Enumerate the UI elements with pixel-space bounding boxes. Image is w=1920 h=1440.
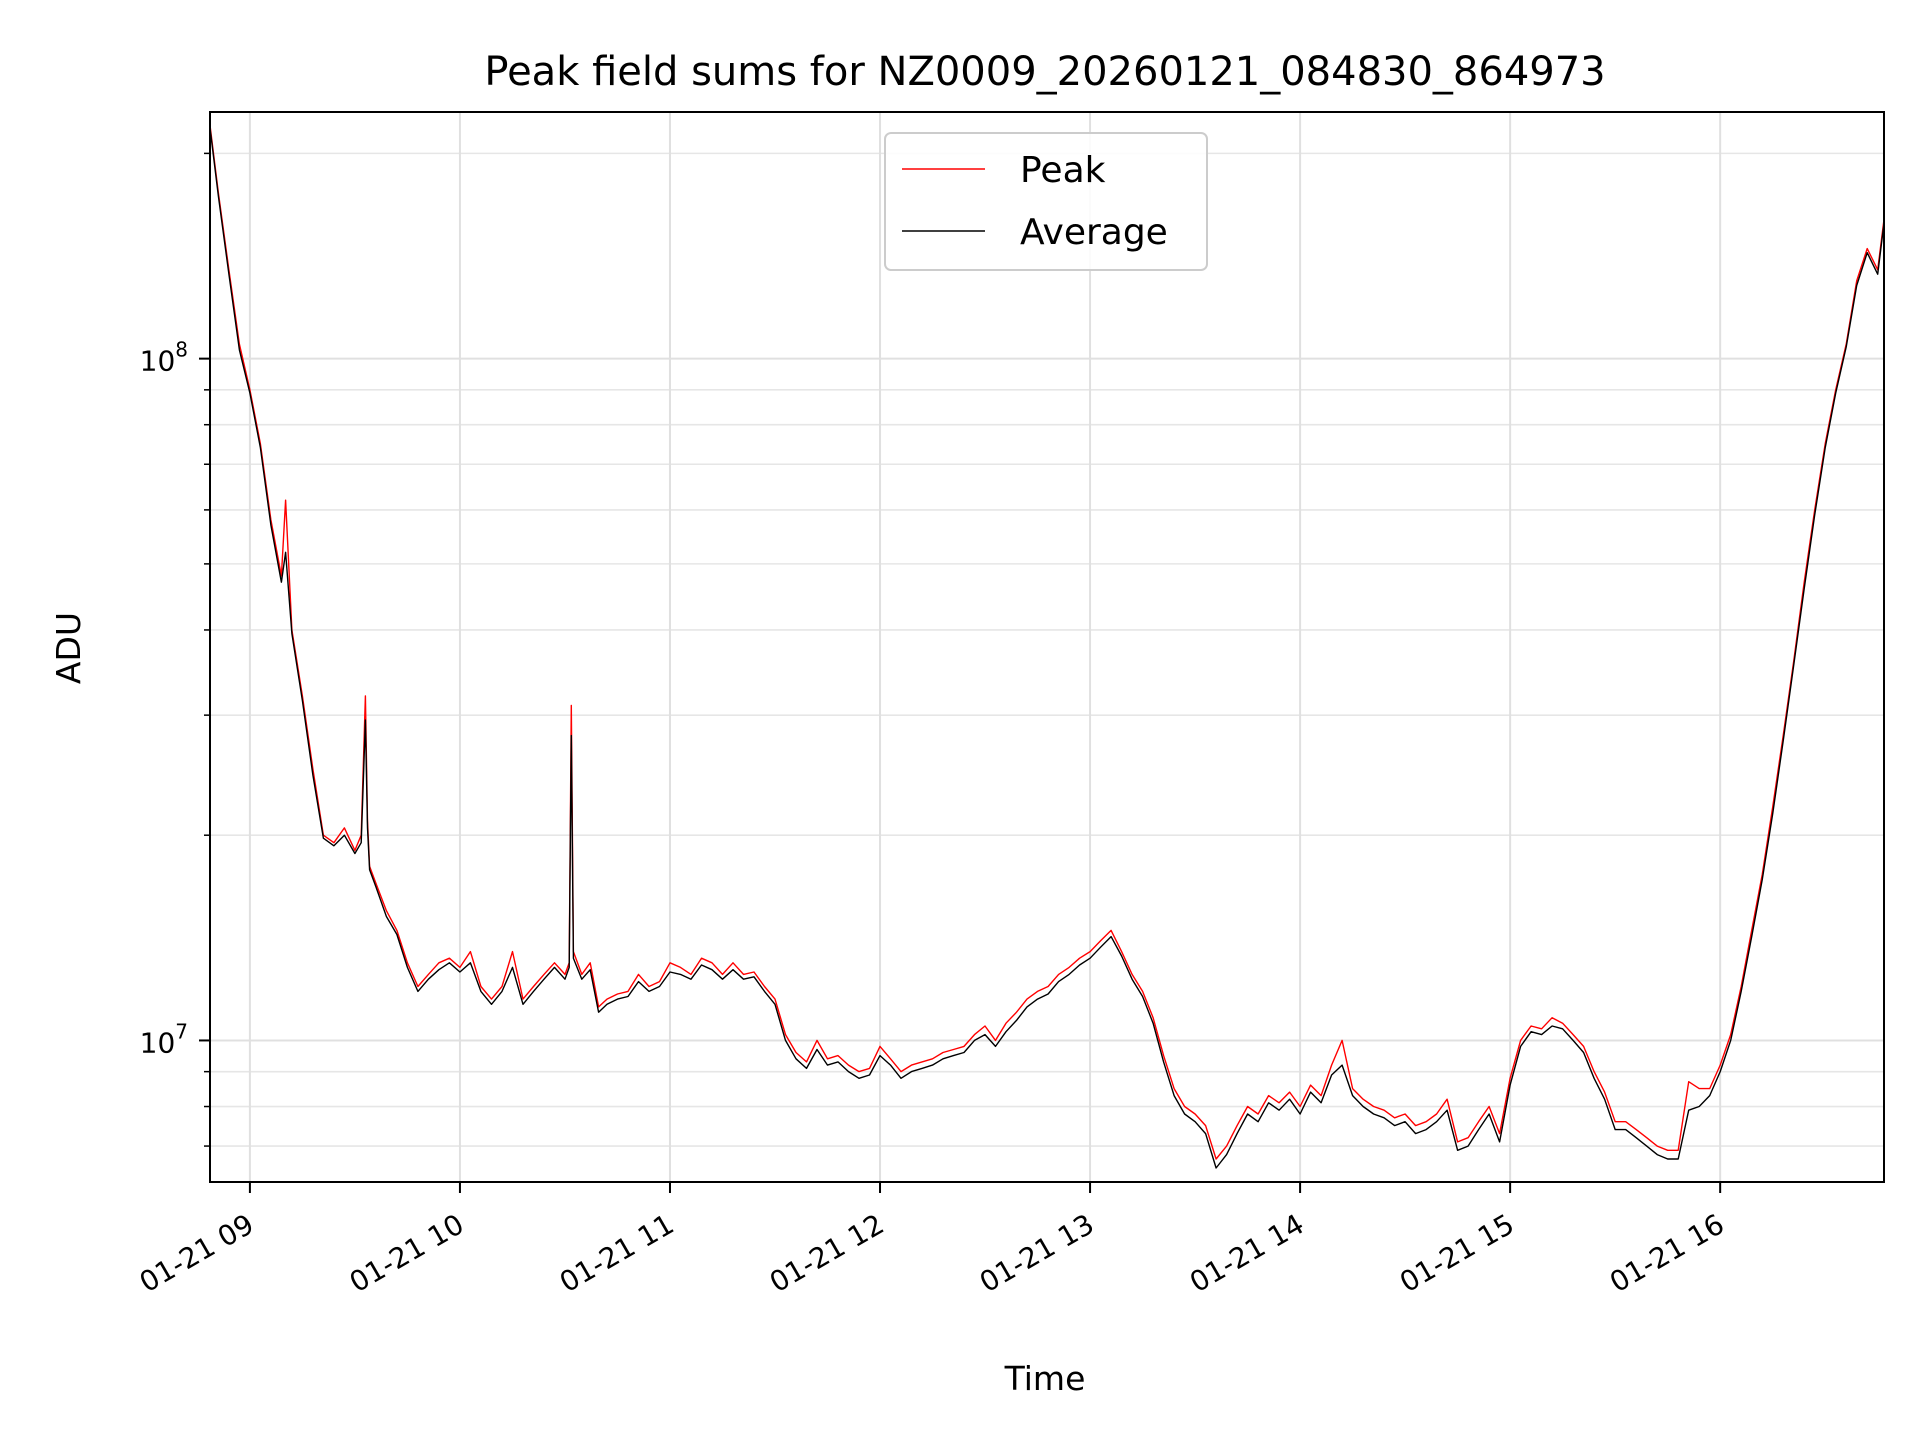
legend: Peak Average — [884, 132, 1208, 271]
y-axis-label: ADU — [49, 612, 88, 684]
plot-frame — [209, 111, 1885, 1183]
grid — [210, 112, 1884, 1182]
y-tick-label: 107 — [140, 1019, 188, 1059]
legend-label-peak: Peak — [1020, 150, 1106, 191]
legend-box — [884, 132, 1208, 271]
series-line-average — [209, 127, 1885, 1169]
y-axis-ticks: 107 108 — [140, 152, 210, 1147]
series-line-peak — [209, 125, 1885, 1160]
series-layer — [209, 125, 1885, 1169]
x-axis-label: Time — [1004, 1359, 1086, 1398]
y-tick-label: 108 — [140, 338, 188, 378]
legend-label-average: Average — [1020, 212, 1168, 253]
chart-title: Peak field sums for NZ0009_20260121_0848… — [484, 49, 1605, 95]
